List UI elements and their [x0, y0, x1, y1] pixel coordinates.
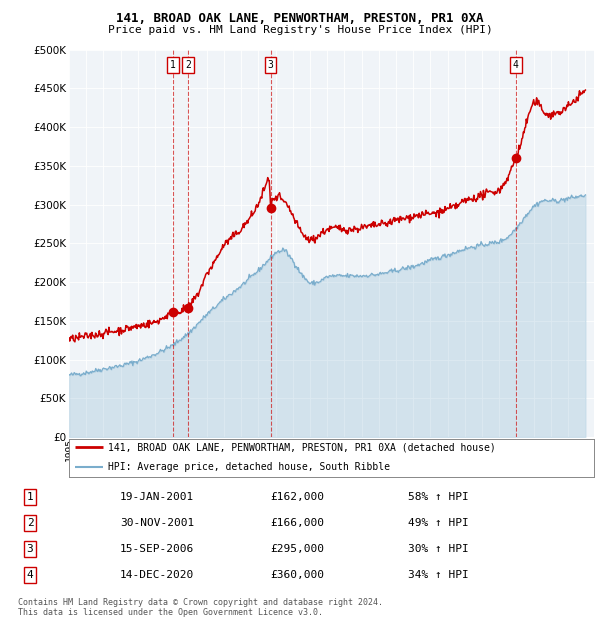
Text: 4: 4	[513, 60, 519, 70]
Text: Price paid vs. HM Land Registry's House Price Index (HPI): Price paid vs. HM Land Registry's House …	[107, 25, 493, 35]
Text: 1: 1	[26, 492, 34, 502]
Text: 30-NOV-2001: 30-NOV-2001	[120, 518, 194, 528]
Text: 34% ↑ HPI: 34% ↑ HPI	[408, 570, 469, 580]
Text: 141, BROAD OAK LANE, PENWORTHAM, PRESTON, PR1 0XA (detached house): 141, BROAD OAK LANE, PENWORTHAM, PRESTON…	[109, 443, 496, 453]
Text: 141, BROAD OAK LANE, PENWORTHAM, PRESTON, PR1 0XA: 141, BROAD OAK LANE, PENWORTHAM, PRESTON…	[116, 12, 484, 25]
Text: HPI: Average price, detached house, South Ribble: HPI: Average price, detached house, Sout…	[109, 462, 391, 472]
Text: £162,000: £162,000	[270, 492, 324, 502]
Text: £360,000: £360,000	[270, 570, 324, 580]
Text: 2: 2	[26, 518, 34, 528]
Text: 30% ↑ HPI: 30% ↑ HPI	[408, 544, 469, 554]
Text: 15-SEP-2006: 15-SEP-2006	[120, 544, 194, 554]
Text: Contains HM Land Registry data © Crown copyright and database right 2024.: Contains HM Land Registry data © Crown c…	[18, 598, 383, 607]
Text: 4: 4	[26, 570, 34, 580]
Text: This data is licensed under the Open Government Licence v3.0.: This data is licensed under the Open Gov…	[18, 608, 323, 617]
Text: £166,000: £166,000	[270, 518, 324, 528]
Text: 3: 3	[26, 544, 34, 554]
Text: 14-DEC-2020: 14-DEC-2020	[120, 570, 194, 580]
Text: 49% ↑ HPI: 49% ↑ HPI	[408, 518, 469, 528]
Text: 58% ↑ HPI: 58% ↑ HPI	[408, 492, 469, 502]
Text: 3: 3	[268, 60, 274, 70]
Text: 19-JAN-2001: 19-JAN-2001	[120, 492, 194, 502]
Text: 2: 2	[185, 60, 191, 70]
Text: 1: 1	[170, 60, 176, 70]
Text: £295,000: £295,000	[270, 544, 324, 554]
